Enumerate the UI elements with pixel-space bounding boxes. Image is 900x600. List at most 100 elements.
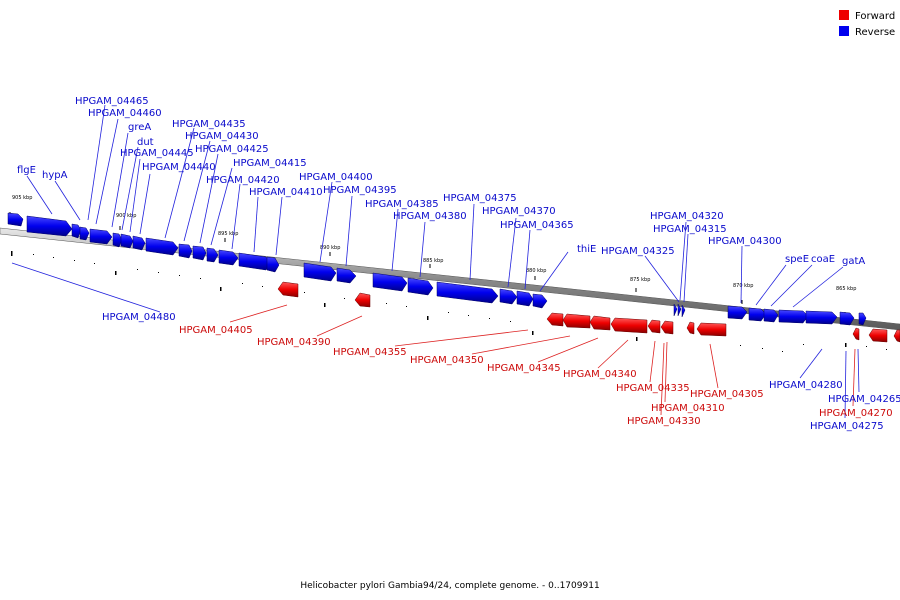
gene-label[interactable]: HPGAM_04320 bbox=[650, 211, 724, 222]
gene-label[interactable]: HPGAM_04330 bbox=[627, 416, 701, 427]
gene-label[interactable]: HPGAM_04280 bbox=[769, 380, 843, 391]
gene-arrow[interactable] bbox=[546, 312, 564, 327]
tick-label: 885 kbp bbox=[423, 258, 443, 264]
gene-label[interactable]: HPGAM_04465 bbox=[75, 96, 149, 107]
gene-arrow[interactable] bbox=[660, 320, 674, 335]
gene-arrow[interactable] bbox=[120, 233, 134, 249]
gene-label[interactable]: HPGAM_04265 bbox=[828, 394, 900, 405]
gene-arrow[interactable] bbox=[647, 319, 661, 334]
tick-label: 895 kbp bbox=[218, 231, 238, 237]
forward-leader-lines bbox=[229, 304, 856, 416]
gene-label[interactable]: speE bbox=[785, 254, 809, 265]
gene-label[interactable]: HPGAM_04425 bbox=[195, 144, 269, 155]
gene-label[interactable]: HPGAM_04415 bbox=[233, 158, 307, 169]
gene-label[interactable]: HPGAM_04400 bbox=[299, 172, 373, 183]
gene-label[interactable]: HPGAM_04405 bbox=[179, 325, 253, 336]
gene-arrow[interactable] bbox=[277, 281, 299, 298]
gene-label[interactable]: HPGAM_04275 bbox=[810, 421, 884, 432]
gene-arrow[interactable] bbox=[893, 329, 900, 343]
gene-arrow[interactable] bbox=[303, 262, 337, 282]
gene-label[interactable]: HPGAM_04390 bbox=[257, 337, 331, 348]
gene-arrow[interactable] bbox=[516, 290, 534, 307]
gene-label[interactable]: HPGAM_04440 bbox=[142, 162, 216, 173]
gene-label[interactable]: HPGAM_04395 bbox=[323, 185, 397, 196]
gene-arrow[interactable] bbox=[238, 252, 271, 271]
forward-legend-label: Forward bbox=[855, 11, 895, 22]
gene-arrow[interactable] bbox=[178, 243, 193, 259]
gene-arrow[interactable] bbox=[79, 226, 90, 241]
gene-arrow[interactable] bbox=[805, 310, 838, 325]
gene-arrow[interactable] bbox=[407, 277, 434, 296]
gene-label[interactable]: HPGAM_04345 bbox=[487, 363, 561, 374]
gene-arrow[interactable] bbox=[589, 315, 611, 331]
gene-label[interactable]: flgE bbox=[17, 165, 36, 176]
gene-arrow[interactable] bbox=[562, 313, 591, 329]
gene-label[interactable]: HPGAM_04325 bbox=[601, 246, 675, 257]
gene-arrow[interactable] bbox=[763, 308, 779, 323]
tick-label: 905 kbp bbox=[12, 195, 32, 201]
gene-arrow[interactable] bbox=[673, 303, 678, 317]
gene-label[interactable]: HPGAM_04300 bbox=[708, 236, 782, 247]
gene-label[interactable]: HPGAM_04410 bbox=[249, 187, 323, 198]
tick-label: 880 kbp bbox=[526, 268, 546, 274]
gene-label[interactable]: HPGAM_04340 bbox=[563, 369, 637, 380]
gene-arrow[interactable] bbox=[778, 309, 809, 324]
gene-arrow[interactable] bbox=[336, 267, 357, 284]
gene-arrow[interactable] bbox=[206, 247, 219, 263]
gene-label[interactable]: HPGAM_04310 bbox=[651, 403, 725, 414]
gene-label[interactable]: hypA bbox=[42, 170, 68, 181]
tick-label: 870 kbp bbox=[733, 283, 753, 289]
gene-label[interactable]: HPGAM_04460 bbox=[88, 108, 162, 119]
gene-label[interactable]: gatA bbox=[842, 256, 865, 267]
gene-arrow[interactable] bbox=[26, 215, 73, 237]
gene-label[interactable]: HPGAM_04480 bbox=[102, 312, 176, 323]
gene-label[interactable]: HPGAM_04385 bbox=[365, 199, 439, 210]
gene-arrow[interactable] bbox=[610, 317, 648, 334]
gene-arrow[interactable] bbox=[89, 228, 113, 245]
gene-arrow[interactable] bbox=[145, 237, 179, 256]
gene-arrow[interactable] bbox=[266, 256, 280, 273]
gene-label[interactable]: HPGAM_04435 bbox=[172, 119, 246, 130]
gene-arrow[interactable] bbox=[372, 272, 408, 292]
gene-label[interactable]: HPGAM_04355 bbox=[333, 347, 407, 358]
gene-arrow[interactable] bbox=[748, 307, 767, 322]
gene-arrow[interactable] bbox=[868, 328, 888, 343]
tick-label: 890 kbp bbox=[320, 245, 340, 251]
gene-arrow[interactable] bbox=[218, 249, 239, 266]
gene-arrow[interactable] bbox=[696, 322, 727, 337]
gene-label[interactable]: HPGAM_04365 bbox=[500, 220, 574, 231]
gene-arrow[interactable] bbox=[7, 212, 24, 227]
gene-label[interactable]: HPGAM_04270 bbox=[819, 408, 893, 419]
gene-label[interactable]: HPGAM_04350 bbox=[410, 355, 484, 366]
gene-label[interactable]: dut bbox=[137, 137, 154, 148]
gene-arrow[interactable] bbox=[858, 312, 867, 326]
gene-arrow[interactable] bbox=[436, 281, 499, 304]
gene-arrow[interactable] bbox=[354, 292, 371, 308]
gene-arrow[interactable] bbox=[112, 232, 123, 248]
gene-arrow[interactable] bbox=[71, 223, 82, 239]
gene-arrow[interactable] bbox=[839, 311, 855, 326]
gene-label[interactable]: HPGAM_04315 bbox=[653, 224, 727, 235]
gene-label[interactable]: coaE bbox=[811, 254, 835, 265]
gene-arrow[interactable] bbox=[192, 245, 207, 261]
gene-label[interactable]: greA bbox=[128, 122, 151, 133]
gene-label[interactable]: HPGAM_04445 bbox=[120, 148, 194, 159]
gene-label[interactable]: HPGAM_04335 bbox=[616, 383, 690, 394]
gene-arrow[interactable] bbox=[532, 293, 548, 309]
gene-arrow[interactable] bbox=[499, 288, 518, 305]
gene-arrow[interactable] bbox=[727, 305, 748, 320]
gene-label[interactable]: HPGAM_04375 bbox=[443, 193, 517, 204]
gene-label[interactable]: thiE bbox=[577, 244, 596, 255]
gene-arrow[interactable] bbox=[686, 321, 695, 335]
gene-arrow[interactable] bbox=[677, 303, 682, 317]
gene-label[interactable]: HPGAM_04420 bbox=[206, 175, 280, 186]
gene-label[interactable]: HPGAM_04370 bbox=[482, 206, 556, 217]
gene-arrow[interactable] bbox=[681, 304, 686, 318]
gene-arrow[interactable] bbox=[852, 327, 860, 341]
gene-label[interactable]: HPGAM_04380 bbox=[393, 211, 467, 222]
gene-label[interactable]: HPGAM_04305 bbox=[690, 389, 764, 400]
gene-label[interactable]: HPGAM_04430 bbox=[185, 131, 259, 142]
gene-arrow[interactable] bbox=[132, 235, 146, 251]
